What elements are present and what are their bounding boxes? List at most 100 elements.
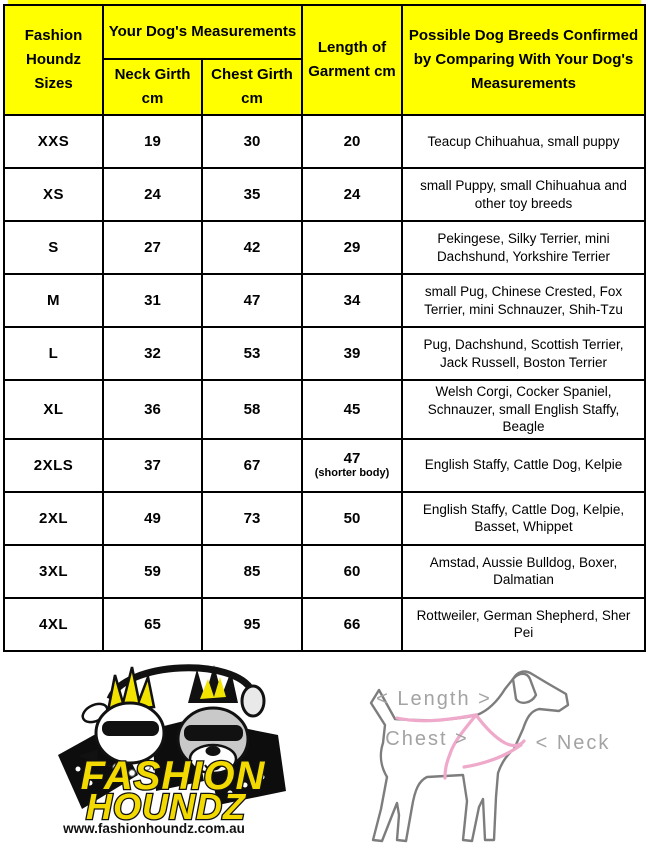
logo-graphic: FASHION HOUNDZ www.fashionhoundz.com.au [58, 664, 286, 836]
table-row: L 32 53 39 Pug, Dachshund, Scottish Terr… [3, 326, 646, 381]
size-cell: XL [3, 379, 104, 440]
chest-girth-cell: 73 [201, 490, 303, 546]
size-cell: 2XLS [3, 437, 104, 493]
sunglasses-icon [102, 720, 159, 736]
chest-girth-cell: 47 [201, 273, 303, 328]
fashion-houndz-logo: FASHION HOUNDZ www.fashionhoundz.com.au [40, 657, 308, 842]
garment-length-cell: 66 [301, 596, 403, 652]
neck-girth-cell: 59 [102, 543, 203, 599]
header-your-dogs-measurements: Your Dog's Measurements [102, 4, 303, 60]
yellow-mohawk [106, 666, 156, 713]
black-mohawk [188, 664, 238, 703]
length-label: < Length > [376, 688, 492, 710]
breeds-cell: small Puppy, small Chihuahua and other t… [401, 167, 646, 222]
chest-label: Chest > [385, 728, 468, 750]
header-possible-dog-breeds: Possible Dog Breeds Confirmed by Compari… [401, 4, 646, 116]
chest-girth-cell: 58 [201, 379, 303, 440]
brand-url: www.fashionhoundz.com.au [62, 821, 245, 836]
header-neck-girth: Neck Girth cm [102, 58, 203, 116]
chest-girth-cell: 30 [201, 114, 303, 169]
breeds-cell: English Staffy, Cattle Dog, Kelpie [401, 437, 646, 493]
header-chest-girth: Chest Girth cm [201, 58, 303, 116]
size-cell: XS [3, 167, 104, 222]
neck-girth-cell: 36 [102, 379, 203, 440]
size-chart-page: Fashion Houndz Sizes Your Dog's Measurem… [3, 0, 646, 842]
size-cell: 2XL [3, 490, 104, 546]
neck-girth-cell: 37 [102, 437, 203, 493]
table-row: M 31 47 34 small Pug, Chinese Crested, F… [3, 273, 646, 328]
header-fashion-houndz-sizes: Fashion Houndz Sizes [3, 4, 104, 116]
measurement-diagram: < Length > Chest > < Neck [330, 657, 646, 852]
breeds-cell: Teacup Chihuahua, small puppy [401, 114, 646, 169]
garment-length-cell: 24 [301, 167, 403, 222]
neck-girth-cell: 27 [102, 220, 203, 275]
garment-length-value: 50 [343, 509, 361, 527]
table-row: XXS 19 30 20 Teacup Chihuahua, small pup… [3, 114, 646, 169]
chest-girth-cell: 67 [201, 437, 303, 493]
size-cell: 3XL [3, 543, 104, 599]
table-row: S 27 42 29 Pekingese, Silky Terrier, min… [3, 220, 646, 275]
diagram-labels: < Length > Chest > < Neck [376, 688, 611, 754]
harness-lines [395, 713, 526, 780]
garment-length-value: 60 [343, 562, 361, 580]
garment-length-value: 34 [343, 292, 361, 309]
size-cell: XXS [3, 114, 104, 169]
breeds-cell: Pekingese, Silky Terrier, mini Dachshund… [401, 220, 646, 275]
table-row: 4XL 65 95 66 Rottweiler, German Shepherd… [3, 596, 646, 652]
garment-length-value: 29 [343, 239, 361, 256]
neck-girth-cell: 32 [102, 326, 203, 381]
punk-dog-right [176, 664, 250, 774]
chest-line [443, 713, 478, 780]
size-cell: S [3, 220, 104, 275]
garment-length-cell: 47 (shorter body) [301, 437, 403, 493]
size-chart-table: Fashion Houndz Sizes Your Dog's Measurem… [3, 4, 646, 652]
dog-muzzle [188, 743, 238, 774]
chest-girth-cell: 42 [201, 220, 303, 275]
garment-length-cell: 34 [301, 273, 403, 328]
garment-length-cell: 20 [301, 114, 403, 169]
size-cell: M [3, 273, 104, 328]
garment-length-value: 66 [343, 615, 361, 633]
headphone-earcup [240, 684, 266, 718]
dog-nose [205, 745, 221, 756]
neck-girth-cell: 19 [102, 114, 203, 169]
garment-length-cell: 50 [301, 490, 403, 546]
garment-length-cell: 45 [301, 379, 403, 440]
table-row: 3XL 59 85 60 Amstad, Aussie Bulldog, Box… [3, 543, 646, 599]
dog-nose [78, 748, 98, 762]
table-row: XS 24 35 24 small Puppy, small Chihuahua… [3, 167, 646, 222]
harness-strap-line [462, 743, 523, 769]
dog-measurement-diagram: < Length > Chest > < Neck [369, 669, 611, 842]
pearl-necklace [112, 762, 151, 777]
breeds-cell: Rottweiler, German Shepherd, Sher Pei [401, 596, 646, 652]
neck-girth-cell: 49 [102, 490, 203, 546]
chest-girth-cell: 95 [201, 596, 303, 652]
breeds-cell: English Staffy, Cattle Dog, Kelpie, Bass… [401, 490, 646, 546]
table-row: 2XLS 37 67 47 (shorter body) English Staf… [3, 437, 646, 493]
size-table-body: XXS 19 30 20 Teacup Chihuahua, small pup… [3, 114, 646, 652]
garment-length-cell: 39 [301, 326, 403, 381]
table-row: 2XL 49 73 50 English Staffy, Cattle Dog,… [3, 490, 646, 546]
garment-length-value: 39 [343, 345, 361, 362]
length-line [395, 713, 478, 723]
footer: FASHION HOUNDZ www.fashionhoundz.com.au [0, 657, 648, 842]
top-yellow-strip [8, 0, 641, 4]
size-cell: 4XL [3, 596, 104, 652]
neck-girth-cell: 31 [102, 273, 203, 328]
garment-length-value: 24 [343, 186, 361, 203]
chest-girth-cell: 85 [201, 543, 303, 599]
garment-length-value: 47 [343, 450, 361, 468]
breeds-cell: small Pug, Chinese Crested, Fox Terrier,… [401, 273, 646, 328]
mohawk-highlight [200, 676, 226, 699]
chest-girth-cell: 35 [201, 167, 303, 222]
brand-text-fashion: FASHION [81, 754, 266, 798]
dog-jowls [204, 764, 222, 771]
neck-label: < Neck [536, 732, 611, 754]
neck-girth-cell: 24 [102, 167, 203, 222]
breeds-cell: Welsh Corgi, Cocker Spaniel, Schnauzer, … [401, 379, 646, 440]
punk-dog-left [78, 666, 166, 777]
garment-length-cell: 60 [301, 543, 403, 599]
size-cell: L [3, 326, 104, 381]
breeds-cell: Pug, Dachshund, Scottish Terrier, Jack R… [401, 326, 646, 381]
table-header: Fashion Houndz Sizes Your Dog's Measurem… [3, 4, 646, 116]
